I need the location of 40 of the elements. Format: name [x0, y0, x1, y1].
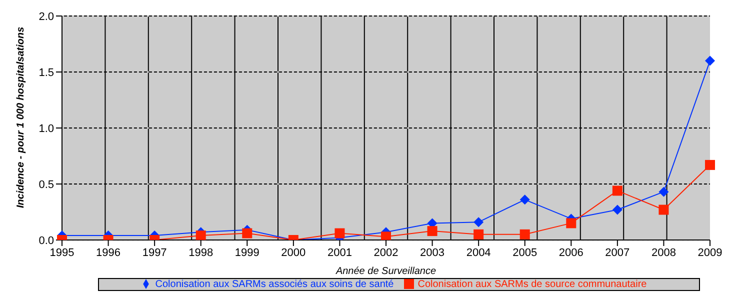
- y-tick-label: 2.0: [38, 10, 54, 23]
- legend-label: Colonisation aux SARMs associés aux soins de santé: [155, 279, 394, 290]
- y-axis-title: Incidence - pour 1 000 hospitalsations: [16, 26, 27, 208]
- point: [520, 194, 530, 205]
- x-tick-label: 1996: [96, 246, 121, 259]
- point: [658, 186, 669, 197]
- point: [196, 230, 206, 240]
- y-tick-label: 1.0: [38, 122, 54, 135]
- point: [242, 228, 252, 238]
- x-tick-label: 2005: [512, 246, 538, 259]
- x-tick-label: 2000: [281, 246, 306, 259]
- legend-label: Colonisation aux SARMs de source communautaire: [418, 279, 647, 290]
- y-tick-label: 0.5: [38, 178, 54, 191]
- y-tick-label: 0.0: [38, 234, 54, 247]
- x-tick-label: 1999: [234, 246, 260, 259]
- y-tick-label: 1.5: [38, 66, 54, 79]
- point: [474, 217, 484, 228]
- x-tick-label: 2002: [374, 246, 398, 259]
- x-axis-title: Année de Surveillance: [334, 266, 436, 277]
- x-tick-label: 2004: [466, 246, 491, 259]
- point: [566, 218, 576, 228]
- x-tick-label: 2008: [651, 246, 676, 259]
- point: [474, 229, 484, 240]
- point: [705, 160, 715, 170]
- point: [334, 228, 345, 238]
- point: [705, 56, 715, 66]
- point: [427, 226, 438, 236]
- x-tick-label: 2003: [420, 246, 445, 259]
- x-tick-label: 2001: [327, 246, 352, 259]
- point: [612, 204, 622, 215]
- x-tick-label: 1995: [50, 246, 74, 259]
- x-tick-label: 2006: [558, 246, 584, 259]
- point: [520, 229, 530, 240]
- point: [612, 186, 622, 196]
- x-tick-label: 2009: [698, 246, 722, 259]
- point: [381, 232, 391, 240]
- x-tick-label: 1998: [188, 246, 214, 259]
- point: [658, 204, 669, 215]
- x-tick-label: 1997: [142, 246, 167, 259]
- x-tick-label: 2007: [605, 246, 630, 259]
